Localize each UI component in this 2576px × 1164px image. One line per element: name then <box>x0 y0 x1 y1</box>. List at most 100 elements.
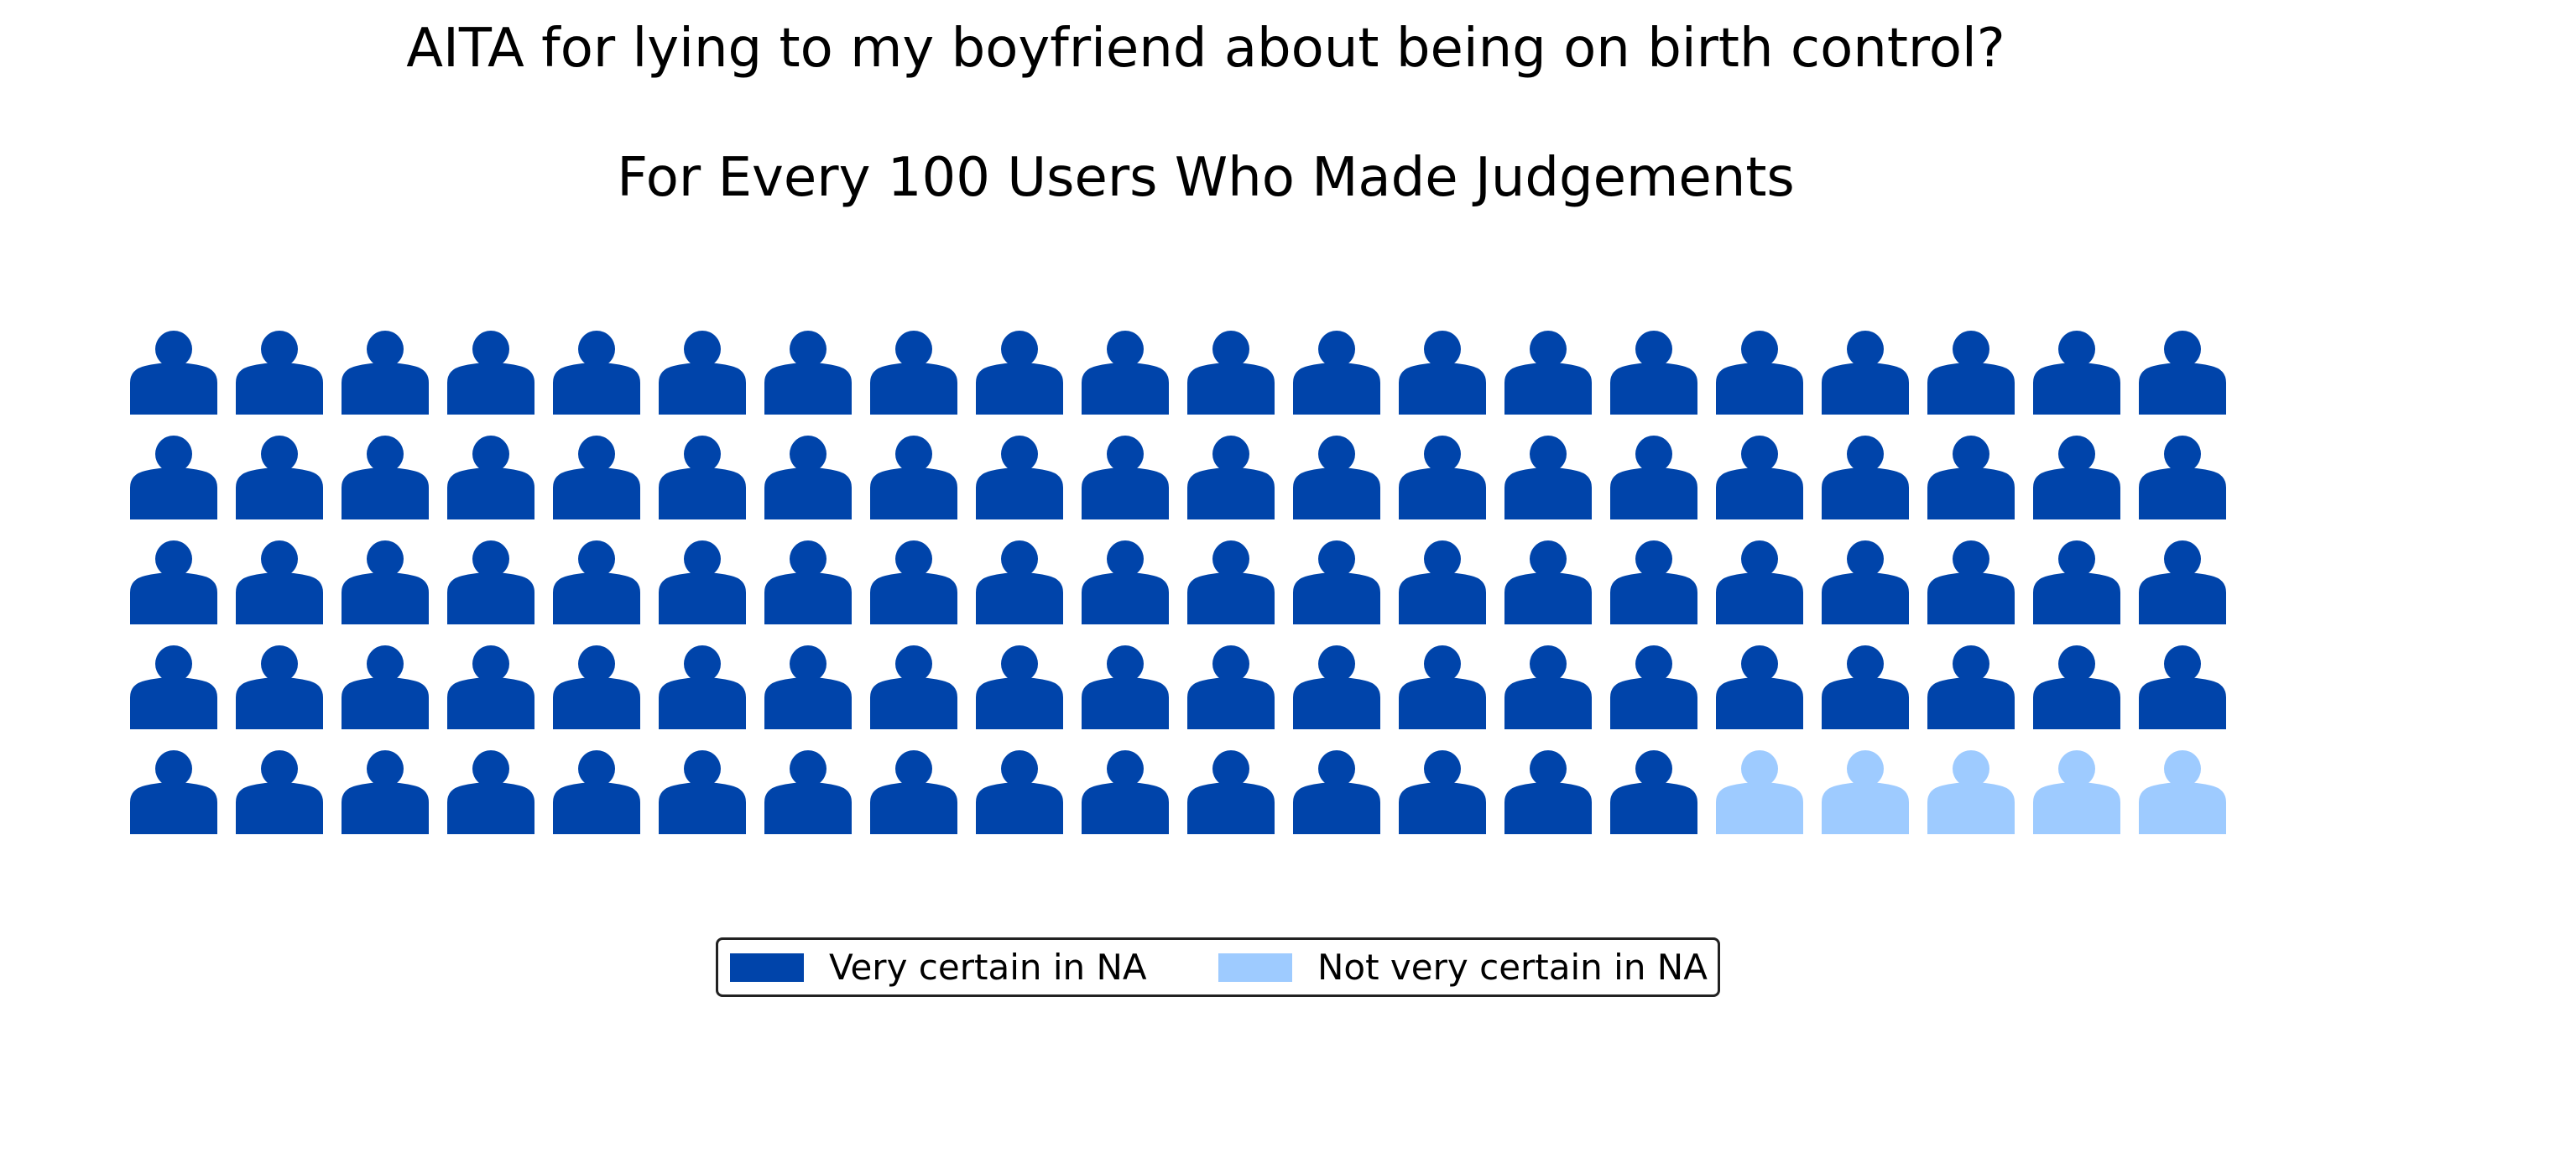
person-icon <box>553 750 640 834</box>
person-icon <box>764 436 852 519</box>
person-icon <box>130 750 217 834</box>
person-icon <box>1610 436 1697 519</box>
person-icon <box>447 436 534 519</box>
person-icon <box>1399 750 1486 834</box>
person-icon <box>342 540 429 624</box>
person-icon <box>1399 331 1486 415</box>
person-icon <box>553 331 640 415</box>
person-icon <box>1927 331 2015 415</box>
person-icon <box>659 540 746 624</box>
person-icon <box>1822 645 1909 729</box>
person-icon <box>1610 750 1697 834</box>
person-icon <box>2139 645 2226 729</box>
person-icon <box>764 540 852 624</box>
person-icon <box>976 436 1063 519</box>
person-icon <box>1082 436 1169 519</box>
chart-title: AITA for lying to my boyfriend about bei… <box>406 18 2005 80</box>
person-icon <box>1293 750 1380 834</box>
person-icon <box>236 540 323 624</box>
person-icon <box>1610 331 1697 415</box>
person-icon <box>447 645 534 729</box>
person-icon <box>1187 750 1275 834</box>
person-icon <box>2139 331 2226 415</box>
person-icon <box>342 645 429 729</box>
person-icon <box>1293 436 1380 519</box>
person-icon <box>1822 750 1909 834</box>
person-icon <box>236 331 323 415</box>
person-icon <box>1399 540 1486 624</box>
legend-label-not-very-certain: Not very certain in NA <box>1317 947 1708 988</box>
person-icon <box>1716 540 1803 624</box>
person-icon <box>553 540 640 624</box>
person-icon <box>659 645 746 729</box>
person-icon <box>1082 645 1169 729</box>
person-icon <box>2033 540 2120 624</box>
person-icon <box>764 331 852 415</box>
person-icon <box>1504 540 1592 624</box>
person-icon <box>1504 331 1592 415</box>
legend-item-not-very-certain: Not very certain in NA <box>1218 940 1708 994</box>
person-icon <box>1187 331 1275 415</box>
person-icon <box>1187 645 1275 729</box>
person-icon <box>1187 436 1275 519</box>
person-icon <box>976 540 1063 624</box>
person-icon <box>870 331 957 415</box>
person-icon <box>2033 645 2120 729</box>
person-icon <box>1293 331 1380 415</box>
person-icon-grid <box>130 331 2226 834</box>
person-icon <box>1504 645 1592 729</box>
person-icon <box>2139 436 2226 519</box>
legend-label-very-certain: Very certain in NA <box>829 947 1147 988</box>
person-icon <box>659 436 746 519</box>
person-icon <box>1927 645 2015 729</box>
person-icon <box>1399 436 1486 519</box>
person-icon <box>1716 436 1803 519</box>
person-icon <box>1610 645 1697 729</box>
person-icon <box>2139 540 2226 624</box>
person-icon <box>870 540 957 624</box>
person-icon <box>236 645 323 729</box>
legend-swatch-very-certain <box>730 953 804 982</box>
person-icon <box>130 645 217 729</box>
person-icon <box>553 645 640 729</box>
legend-swatch-not-very-certain <box>1218 953 1292 982</box>
person-icon <box>2033 436 2120 519</box>
person-icon <box>236 436 323 519</box>
chart-subtitle: For Every 100 Users Who Made Judgements <box>617 147 1795 209</box>
person-icon <box>764 750 852 834</box>
person-icon <box>1822 436 1909 519</box>
person-icon <box>130 540 217 624</box>
person-icon <box>342 436 429 519</box>
person-icon <box>447 750 534 834</box>
person-icon <box>976 331 1063 415</box>
person-icon <box>1399 645 1486 729</box>
person-icon <box>1504 436 1592 519</box>
person-icon <box>659 331 746 415</box>
person-icon <box>1716 645 1803 729</box>
person-icon <box>1822 540 1909 624</box>
person-icon <box>764 645 852 729</box>
person-icon <box>342 750 429 834</box>
person-icon <box>1293 540 1380 624</box>
legend-item-very-certain: Very certain in NA <box>730 940 1147 994</box>
person-icon <box>1610 540 1697 624</box>
person-icon <box>870 436 957 519</box>
person-icon <box>1504 750 1592 834</box>
person-icon <box>553 436 640 519</box>
person-icon <box>2033 750 2120 834</box>
person-icon <box>870 750 957 834</box>
person-icon <box>1927 436 2015 519</box>
person-icon <box>659 750 746 834</box>
person-icon <box>2139 750 2226 834</box>
person-icon <box>1187 540 1275 624</box>
person-icon <box>1927 750 2015 834</box>
person-icon <box>1822 331 1909 415</box>
person-icon <box>1082 750 1169 834</box>
legend: Very certain in NA Not very certain in N… <box>716 937 1720 997</box>
person-icon <box>870 645 957 729</box>
person-icon <box>236 750 323 834</box>
person-icon <box>1082 540 1169 624</box>
person-icon <box>976 645 1063 729</box>
person-icon <box>1293 645 1380 729</box>
person-icon <box>2033 331 2120 415</box>
